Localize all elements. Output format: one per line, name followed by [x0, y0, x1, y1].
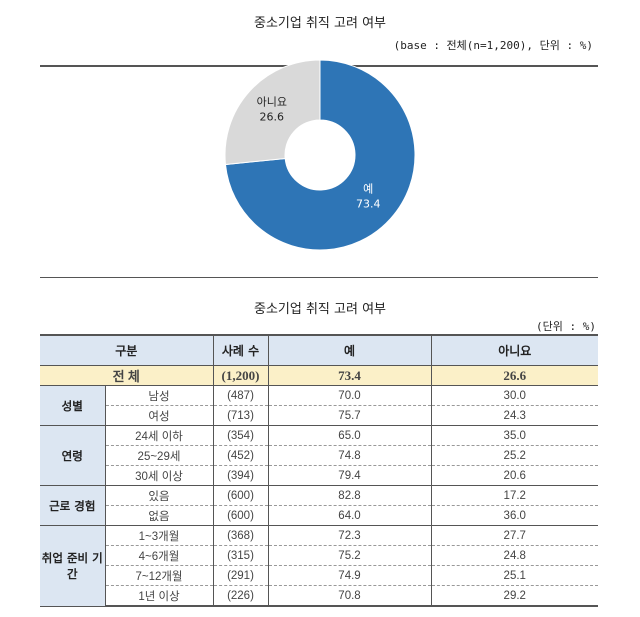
header-no: 아니요: [430, 334, 598, 366]
cell-n: (600): [212, 485, 268, 506]
table-row: 25~29세 (452) 74.8 25.2: [40, 445, 598, 466]
table-row: 취업 준비 기간 1~3개월 (368) 72.3 27.7: [40, 525, 598, 607]
row-label: 25~29세: [104, 445, 213, 466]
total-n: (1,200): [212, 365, 268, 386]
slice-value: 26.6: [260, 110, 285, 123]
cell-yes: 75.7: [267, 405, 431, 426]
cell-n: (394): [212, 465, 268, 486]
chart-title: 중소기업 취직 고려 여부: [254, 16, 386, 31]
cell-n: (354): [212, 425, 268, 446]
cell-yes: 65.0: [267, 425, 431, 446]
cell-yes: 64.0: [267, 505, 431, 526]
cell-yes: 74.9: [267, 565, 431, 586]
cell-yes: 75.2: [267, 545, 431, 566]
cell-no: 24.3: [430, 405, 598, 426]
group-label: 근로 경험: [40, 485, 105, 526]
cell-no: 36.0: [430, 505, 598, 526]
cell-yes: 70.0: [267, 385, 431, 406]
donut-slice-0: [224, 59, 416, 251]
cell-n: (291): [212, 565, 268, 586]
table-row: 30세 이상 (394) 79.4 20.6: [40, 465, 598, 486]
table-row: 7~12개월 (291) 74.9 25.1: [40, 565, 598, 586]
row-label: 4~6개월: [104, 545, 213, 566]
table-row: 성별 남성 (487) 70.0 30.0: [40, 385, 598, 426]
cell-yes: 82.8: [267, 485, 431, 506]
donut-slice-1: [224, 59, 321, 166]
table-row: 없음 (600) 64.0 36.0: [40, 505, 598, 526]
cell-no: 30.0: [430, 385, 598, 406]
total-row: 전 체 (1,200) 73.4 26.6: [40, 365, 598, 386]
table-row: 여성 (713) 75.7 24.3: [40, 405, 598, 426]
cell-no: 35.0: [430, 425, 598, 446]
cell-no: 25.2: [430, 445, 598, 466]
cell-n: (315): [212, 545, 268, 566]
table-title: 중소기업 취직 고려 여부: [254, 302, 386, 317]
cell-no: 20.6: [430, 465, 598, 486]
unit-note: (단위 : %): [536, 320, 596, 333]
cell-yes: 79.4: [267, 465, 431, 486]
header-cases: 사례 수: [212, 334, 268, 366]
divider: [40, 277, 598, 278]
header-category: 구분: [40, 334, 213, 366]
cell-no: 17.2: [430, 485, 598, 506]
cell-n: (226): [212, 585, 268, 607]
total-label: 전 체: [40, 365, 213, 386]
slice-label: 아니요: [257, 95, 287, 108]
slice-value: 73.4: [356, 198, 381, 211]
cell-n: (713): [212, 405, 268, 426]
donut-chart: 예 73.4 아니요 26.6: [224, 59, 416, 251]
row-label: 1~3개월: [104, 525, 213, 546]
row-label: 남성: [104, 385, 213, 406]
row-label: 30세 이상: [104, 465, 213, 486]
table-row: 근로 경험 있음 (600) 82.8 17.2: [40, 485, 598, 526]
group-label: 성별: [40, 385, 105, 426]
table-row: 1년 이상 (226) 70.8 29.2: [40, 585, 598, 607]
group-label: 연령: [40, 425, 105, 486]
total-yes: 73.4: [267, 365, 431, 386]
cell-yes: 70.8: [267, 585, 431, 607]
total-no: 26.6: [430, 365, 598, 386]
table-row: 연령 24세 이하 (354) 65.0 35.0: [40, 425, 598, 486]
cell-no: 29.2: [430, 585, 598, 607]
row-label: 1년 이상: [104, 585, 213, 607]
base-note: (base : 전체(n=1,200), 단위 : %): [393, 39, 593, 52]
cell-no: 25.1: [430, 565, 598, 586]
cell-n: (600): [212, 505, 268, 526]
table-row: 4~6개월 (315) 75.2 24.8: [40, 545, 598, 566]
row-label: 여성: [104, 405, 213, 426]
cell-yes: 74.8: [267, 445, 431, 466]
group-label: 취업 준비 기간: [40, 525, 105, 607]
cell-no: 24.8: [430, 545, 598, 566]
header-yes: 예: [267, 334, 431, 366]
results-table: 구분 사례 수 예 아니요 전 체 (1,200) 73.4 26.6 성별 남성…: [40, 334, 598, 607]
cell-no: 27.7: [430, 525, 598, 546]
cell-n: (452): [212, 445, 268, 466]
slice-label: 예: [363, 183, 373, 196]
cell-n: (487): [212, 385, 268, 406]
row-label: 없음: [104, 505, 213, 526]
cell-yes: 72.3: [267, 525, 431, 546]
row-label: 있음: [104, 485, 213, 506]
row-label: 7~12개월: [104, 565, 213, 586]
row-label: 24세 이하: [104, 425, 213, 446]
cell-n: (368): [212, 525, 268, 546]
